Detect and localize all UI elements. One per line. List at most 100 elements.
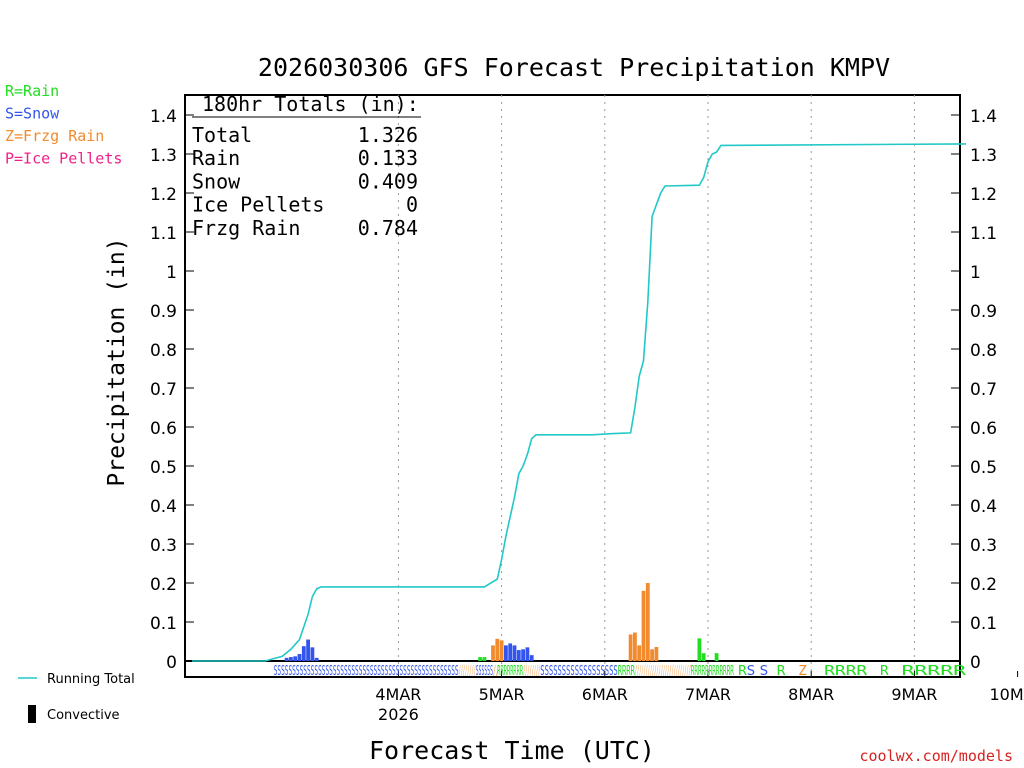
ptype-strip-segment: S — [747, 664, 756, 679]
x-tick-label: 4MAR — [375, 685, 421, 704]
precip-bar — [654, 646, 659, 661]
y-tick-label: 1.3 — [150, 146, 177, 166]
precip-bar — [650, 649, 654, 661]
precip-bar — [525, 647, 530, 661]
totals-header: 180hr Totals (in): — [202, 92, 419, 116]
ptype-strip-segment: R — [738, 664, 747, 679]
precip-bar — [641, 590, 646, 661]
precip-bar — [701, 653, 706, 661]
precip-type-legend: R=Rain S=Snow Z=Frzg Rain P=Ice Pellets — [5, 82, 122, 168]
y-tick-label: 1.2 — [150, 185, 177, 205]
legend-bar-swatch — [28, 705, 36, 723]
y-tick-label: 0.5 — [970, 458, 997, 478]
ptype-strip-segment: SSSSSS — [476, 664, 493, 679]
precip-bar — [310, 647, 315, 661]
ptype-strip-segment: RRRR — [618, 664, 635, 679]
y-tick-label: 0.4 — [970, 497, 997, 517]
precip-bar — [289, 657, 293, 661]
type-legend-entry: R=Rain — [5, 82, 59, 100]
totals-row-value: 0 — [406, 193, 418, 217]
y-tick-label: 0.2 — [150, 575, 177, 595]
x-tick-label: 5MAR — [479, 685, 525, 704]
precip-bar — [529, 655, 534, 661]
precip-bars — [284, 583, 719, 661]
ptype-strip-segment: RRRRR — [902, 664, 967, 679]
x-axis-label: Forecast Time (UTC) — [369, 736, 655, 765]
y-tick-label: 0.8 — [150, 341, 177, 361]
totals-row-value: 1.326 — [358, 123, 418, 147]
precip-bar — [516, 650, 521, 661]
x-tick-label: 7MAR — [685, 685, 731, 704]
ptype-strip-segment: RRRRRRRR — [497, 664, 523, 679]
series-legend-label: Running Total — [47, 672, 135, 687]
precip-bar — [508, 643, 513, 661]
y-axis-left: 0 0.1 0.2 0.3 0.4 0.5 0.6 0.7 0.8 0.9 1 1.1 1.2 1.3 1.… — [150, 107, 960, 673]
chart-title: 2026030306 GFS Forecast Precipitation KM… — [258, 53, 890, 82]
y-tick-label: 0.4 — [150, 497, 177, 517]
totals-row-label: Snow — [192, 169, 241, 193]
precip-bar — [495, 638, 500, 661]
precip-bar — [306, 639, 310, 661]
precip-bar — [314, 657, 319, 661]
totals-row-label: Total — [192, 123, 252, 147]
totals-row-value: 0.409 — [358, 169, 418, 193]
x-tick-label: 8MAR — [788, 685, 834, 704]
y-axis-label: Precipitation (in) — [104, 237, 130, 486]
y-tick-label: 0.2 — [970, 575, 997, 595]
precip-bar — [499, 640, 504, 661]
y-tick-label: 0 — [166, 653, 177, 673]
precip-bar — [697, 638, 702, 661]
x-tick-label: 9MAR — [891, 685, 937, 704]
y-tick-label: 1.1 — [150, 224, 177, 244]
ptype-strip-segment: S — [760, 664, 769, 679]
type-legend-entry: S=Snow — [5, 105, 60, 123]
y-tick-label: 1.2 — [970, 185, 997, 205]
precip-bar — [633, 632, 637, 661]
y-tick-label: 0.3 — [970, 536, 997, 556]
y-tick-label: 0.1 — [150, 614, 177, 634]
y-tick-label: 1 — [166, 263, 177, 283]
series-legend: Running Total Convective — [18, 672, 135, 723]
totals-box: 180hr Totals (in): Total 1.326 Rain 0.133 Sno… — [192, 92, 421, 240]
type-legend-entry: P=Ice Pellets — [5, 150, 122, 168]
y-tick-label: 1.3 — [970, 146, 997, 166]
precip-bar — [504, 645, 508, 661]
precip-bar — [512, 645, 517, 661]
ptype-strip-segment: //////// — [459, 664, 476, 679]
ptype-strip-segment: ////////////////////////// — [635, 664, 691, 679]
ptype-strip: SSSSSSSSSSSSSSSSSSSSSSSSSSSSSSSSSSSSSSSS… — [274, 664, 967, 679]
precip-bar — [491, 645, 495, 661]
totals-row-label: Frzg Rain — [192, 216, 300, 240]
y-tick-label: 1.4 — [150, 107, 177, 127]
x-tick-sublabel: 2026 — [378, 705, 419, 724]
ptype-strip-segment: R — [880, 664, 889, 679]
y-tick-label: 0.9 — [150, 302, 177, 322]
precip-bar — [714, 653, 719, 661]
ptype-strip-segment: Z — [798, 664, 807, 679]
totals-row-label: Ice Pellets — [192, 193, 324, 217]
ptype-strip-segment: //////// — [523, 664, 540, 679]
ptype-strip-segment: SSSSSSSSSSSSSSSSSSSSSSSSSSSSSSSSSSSSSSSS… — [274, 664, 459, 679]
precip-bar — [284, 657, 289, 661]
precip-bar — [645, 583, 650, 661]
y-tick-label: 0.7 — [970, 380, 997, 400]
plot-area — [184, 94, 961, 678]
totals-row-value: 0.133 — [358, 146, 418, 170]
precip-bar — [478, 657, 482, 661]
day-gridlines — [397, 95, 915, 677]
precip-bar — [482, 657, 487, 661]
y-tick-label: 0.8 — [970, 341, 997, 361]
y-tick-label: 0.6 — [150, 419, 177, 439]
precip-bar — [628, 634, 633, 661]
series-legend-label: Convective — [47, 708, 120, 723]
y-tick-label: 0.5 — [150, 458, 177, 478]
y-tick-label: 1 — [970, 263, 981, 283]
precip-bar — [301, 646, 306, 661]
y-tick-label: 0.6 — [970, 419, 997, 439]
ptype-strip-segment: R — [777, 664, 786, 679]
y-tick-label: 0 — [970, 653, 981, 673]
y-tick-label: 0.1 — [970, 614, 997, 634]
x-tick-label: 10MAR — [989, 685, 1024, 704]
y-tick-label: 0.3 — [150, 536, 177, 556]
